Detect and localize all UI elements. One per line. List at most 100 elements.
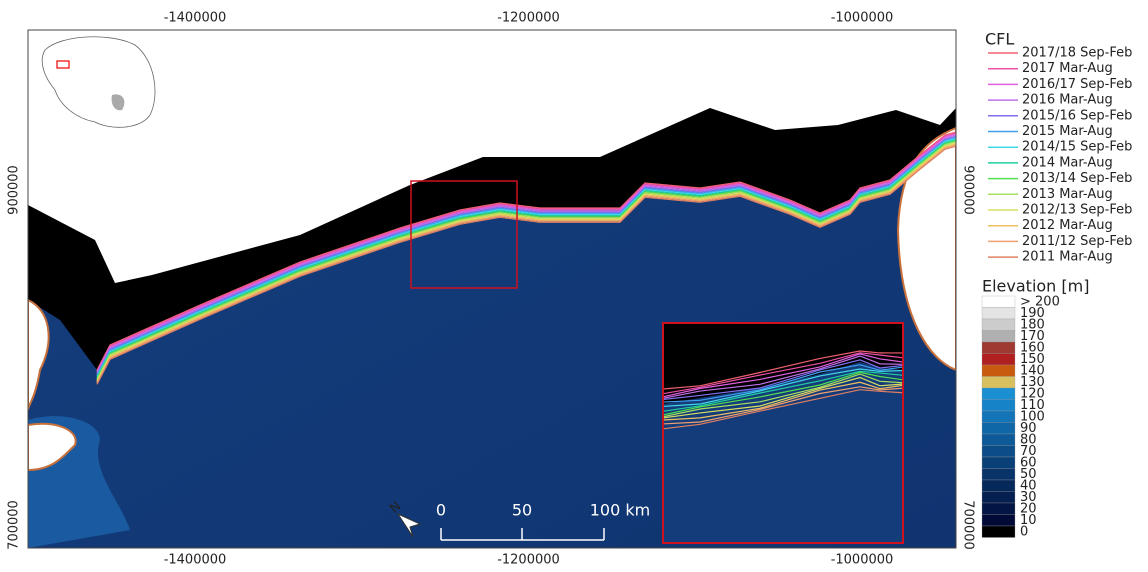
elevation-label: 140 [1020, 364, 1045, 379]
front-line [662, 350, 904, 390]
elevation-label: 40 [1020, 479, 1037, 494]
elevation-label: 120 [1020, 387, 1045, 402]
elevation-label: 20 [1020, 502, 1037, 517]
elevation-swatch [981, 422, 1016, 435]
elevation-label: 10 [1020, 513, 1037, 528]
scale-label: 0 [436, 501, 446, 520]
elevation-label: 190 [1020, 306, 1045, 321]
elevation-swatch [981, 399, 1016, 412]
elevation-label: 160 [1020, 341, 1045, 356]
elevation-label: 80 [1020, 433, 1037, 448]
elevation-title: Elevation [m] [982, 277, 1089, 296]
elevation-swatch [981, 410, 1016, 423]
elevation-swatch [981, 318, 1016, 331]
elevation-swatch [981, 502, 1016, 515]
land [28, 298, 50, 411]
elevation-label: 100 [1020, 410, 1045, 425]
scale-label: 100 km [590, 501, 650, 520]
front-line [96, 142, 956, 382]
ice-shelf [896, 126, 956, 372]
front-line [662, 381, 904, 421]
x-coord-label: -1200000 [497, 11, 560, 26]
legend-label: 2011 Mar-Aug [1022, 250, 1113, 265]
legend-label: 2012 Mar-Aug [1022, 218, 1113, 233]
front-line [662, 352, 904, 395]
scale-label: 50 [512, 501, 532, 520]
legend-label: 2015 Mar-Aug [1022, 124, 1113, 139]
elevation-swatch [981, 295, 1016, 308]
elevation-label: 60 [1020, 456, 1037, 471]
elevation-swatch [981, 433, 1016, 446]
front-line [662, 353, 904, 398]
front-line [96, 132, 956, 372]
legend-label: 2015/16 Sep-Feb [1022, 108, 1132, 123]
elevation-label: 30 [1020, 490, 1037, 505]
map-frame [27, 29, 957, 549]
front-line [96, 131, 956, 371]
legend-label: 2017 Mar-Aug [1022, 61, 1113, 76]
elevation-swatch [981, 468, 1016, 481]
front-line [96, 145, 956, 385]
elevation-label: 110 [1020, 398, 1045, 413]
map [28, 30, 956, 548]
elevation-label: 90 [1020, 421, 1037, 436]
front-line [96, 138, 956, 377]
front-line [662, 389, 904, 430]
inset [662, 322, 904, 544]
elevation-swatch [981, 330, 1016, 343]
overview-map [41, 36, 156, 128]
x-coord-label: -1200000 [497, 553, 560, 568]
elevation-swatch [981, 491, 1016, 504]
x-coord-label: -1000000 [831, 553, 894, 568]
elevation-swatch [981, 376, 1016, 389]
elevation-swatch [981, 364, 1016, 377]
elevation-label: > 200 [1020, 295, 1060, 310]
front-line [662, 368, 904, 408]
front-line [662, 359, 904, 401]
scale-bar: 0 50 100 km [436, 501, 650, 541]
front-line [662, 373, 904, 418]
x-coord-label: -1400000 [164, 553, 227, 568]
elevation-label: 0 [1020, 525, 1028, 540]
calving-fronts [96, 131, 956, 385]
front-line [96, 143, 956, 383]
legend-label: 2012/13 Sep-Feb [1022, 203, 1132, 218]
elevation-swatch [981, 514, 1016, 527]
x-coord-label: -1400000 [164, 11, 227, 26]
legend-label: 2016 Mar-Aug [1022, 93, 1113, 108]
front-line [96, 139, 956, 378]
front-line [662, 355, 904, 399]
front-line [96, 134, 956, 374]
elevation-swatch [981, 341, 1016, 354]
legend-label: 2013/14 Sep-Feb [1022, 171, 1132, 186]
legend-label: 2017/18 Sep-Feb [1022, 46, 1132, 61]
elevation-label: 70 [1020, 444, 1037, 459]
front-line [662, 371, 904, 416]
legend-label: 2011/12 Sep-Feb [1022, 234, 1132, 249]
zoom-box [410, 180, 518, 289]
no-data [28, 30, 956, 283]
elevation-swatch [981, 353, 1016, 366]
x-coord-label: -1000000 [831, 11, 894, 26]
front-line [96, 133, 956, 373]
front-line [662, 364, 904, 403]
front-line [662, 376, 904, 419]
front-line [96, 135, 956, 375]
cfl-title: CFL [985, 30, 1014, 49]
front-line [662, 370, 904, 412]
elevation-swatch [981, 445, 1016, 458]
elevation-label: 180 [1020, 318, 1045, 333]
elevation-label: 130 [1020, 375, 1045, 390]
front-line [96, 136, 956, 376]
y-coord-label: 900000 [7, 165, 22, 215]
legend-label: 2014 Mar-Aug [1022, 155, 1113, 170]
front-line [96, 144, 956, 384]
elevation-label: 50 [1020, 467, 1037, 482]
front-line [96, 140, 956, 380]
legend-label: 2013 Mar-Aug [1022, 187, 1113, 202]
legend-label: 2014/15 Sep-Feb [1022, 140, 1132, 155]
elevation-label: 150 [1020, 352, 1045, 367]
elevation-label: 170 [1020, 329, 1045, 344]
front-line [662, 386, 904, 425]
